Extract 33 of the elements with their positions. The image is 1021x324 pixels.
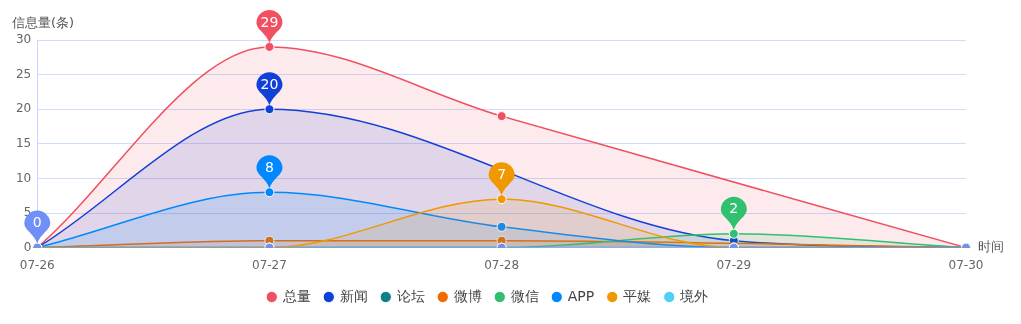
y-tick-label: 20 bbox=[15, 101, 32, 116]
point bbox=[496, 221, 507, 232]
y-tick-label: 0 bbox=[23, 239, 32, 254]
legend-label: 总量 bbox=[281, 287, 311, 304]
x-tick-label: 07-26 bbox=[19, 257, 55, 272]
annotation: 2 bbox=[729, 200, 739, 217]
y-tick-label: 10 bbox=[15, 170, 32, 185]
legend-label: 微信 bbox=[510, 287, 539, 304]
point bbox=[496, 194, 507, 205]
point bbox=[264, 41, 275, 52]
legend-label: APP bbox=[567, 287, 595, 304]
point bbox=[496, 111, 507, 122]
point bbox=[264, 104, 275, 115]
x-tick-label: 07-28 bbox=[484, 257, 520, 272]
legend-label: 新闻 bbox=[339, 287, 368, 304]
legend-label: 微博 bbox=[453, 287, 482, 304]
legend-label: 论坛 bbox=[396, 287, 425, 304]
x-tick-label: 07-29 bbox=[716, 257, 752, 272]
annotation: 29 bbox=[260, 13, 279, 30]
y-axis-title: 信息量(条) bbox=[12, 14, 75, 30]
annotation: 8 bbox=[264, 158, 274, 175]
point bbox=[728, 228, 739, 239]
y-tick-label: 15 bbox=[15, 135, 32, 150]
annotation: 7 bbox=[497, 165, 507, 182]
x-tick-label: 07-30 bbox=[948, 257, 984, 272]
annotation: 20 bbox=[260, 75, 279, 92]
legend-label: 平媒 bbox=[623, 287, 652, 304]
x-axis-title: 时间 bbox=[978, 238, 1004, 254]
legend-label: 境外 bbox=[679, 287, 709, 304]
y-tick-label: 30 bbox=[15, 32, 32, 47]
y-tick-label: 25 bbox=[15, 66, 32, 81]
point bbox=[264, 187, 275, 198]
x-tick-label: 07-27 bbox=[252, 257, 287, 272]
